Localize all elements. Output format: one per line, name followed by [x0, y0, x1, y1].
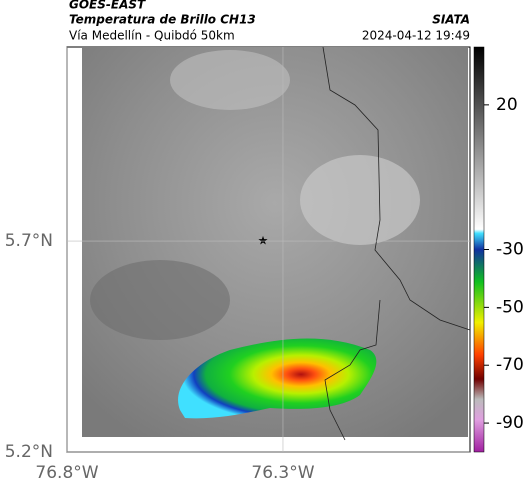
- x-tick-label: 76.8°W: [35, 463, 98, 483]
- colorbar-label: -50: [496, 297, 524, 317]
- colorbar-label: -70: [496, 355, 524, 375]
- storm-cell: [178, 338, 377, 419]
- cloud: [90, 260, 230, 340]
- map: ★: [66, 46, 471, 453]
- colorbar-label: -30: [496, 240, 524, 260]
- y-tick-label: 5.2°N: [5, 442, 53, 462]
- colorbar: [473, 46, 485, 453]
- cloud: [300, 155, 420, 245]
- subtitle: Vía Medellín - Quibdó 50km: [69, 29, 235, 43]
- source: GOES-EAST: [69, 0, 146, 12]
- title: Temperatura de Brillo CH13: [69, 13, 256, 27]
- border: [322, 46, 471, 441]
- org: SIATA: [432, 13, 470, 27]
- colorbar-label: 20: [496, 95, 518, 115]
- cloud: [170, 50, 290, 110]
- timestamp: 2024-04-12 19:49: [362, 29, 470, 43]
- colorbar-label: -90: [496, 413, 524, 433]
- location-marker: ★: [258, 234, 269, 248]
- y-tick-label: 5.7°N: [5, 231, 53, 251]
- x-tick-label: 76.3°W: [251, 463, 314, 483]
